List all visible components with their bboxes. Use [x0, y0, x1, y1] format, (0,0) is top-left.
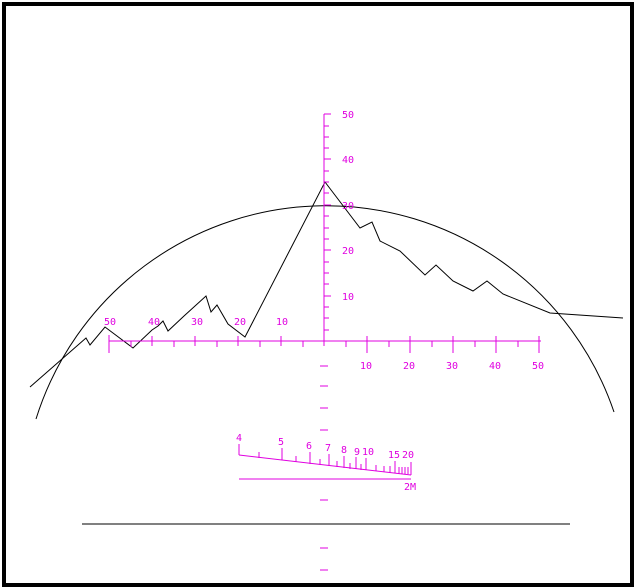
horizontal-label-right: 20: [403, 361, 415, 372]
vertical-label: 20: [342, 246, 354, 257]
horizontal-label-right: 30: [446, 361, 458, 372]
range-label: 7: [325, 443, 331, 454]
horizontal-label-right: 10: [360, 361, 372, 372]
range-label: 9: [354, 447, 360, 458]
range-scale: 4 5 6 7 8 9 10 15 20 2M: [236, 433, 416, 493]
vertical-scale: 50 40 30 20 10: [323, 110, 354, 341]
range-unit-label: 2M: [404, 482, 416, 493]
vertical-label: 50: [342, 110, 354, 121]
optic-field-arc: [35, 205, 615, 420]
vertical-label: 40: [342, 155, 354, 166]
horizontal-label-left: 40: [148, 317, 160, 328]
horizontal-label-left: 50: [104, 317, 116, 328]
horizontal-scale: 50 40 30 20 10 10 20 30 40 50: [104, 317, 544, 372]
vertical-label: 30: [342, 201, 354, 212]
range-label: 10: [362, 447, 374, 458]
horizontal-label-right: 40: [489, 361, 501, 372]
range-label: 4: [236, 433, 242, 444]
horizontal-label-left: 10: [276, 317, 288, 328]
terrain-profile: [29, 181, 624, 388]
range-label: 20: [402, 450, 414, 461]
range-label: 15: [388, 450, 400, 461]
horizontal-label-left: 30: [191, 317, 203, 328]
horizontal-label-right: 50: [532, 361, 544, 372]
range-label: 6: [306, 441, 312, 452]
range-label: 5: [278, 437, 284, 448]
range-label: 8: [341, 445, 347, 456]
center-dash-marks: [320, 365, 328, 571]
horizontal-label-left: 20: [234, 317, 246, 328]
vertical-label: 10: [342, 292, 354, 303]
